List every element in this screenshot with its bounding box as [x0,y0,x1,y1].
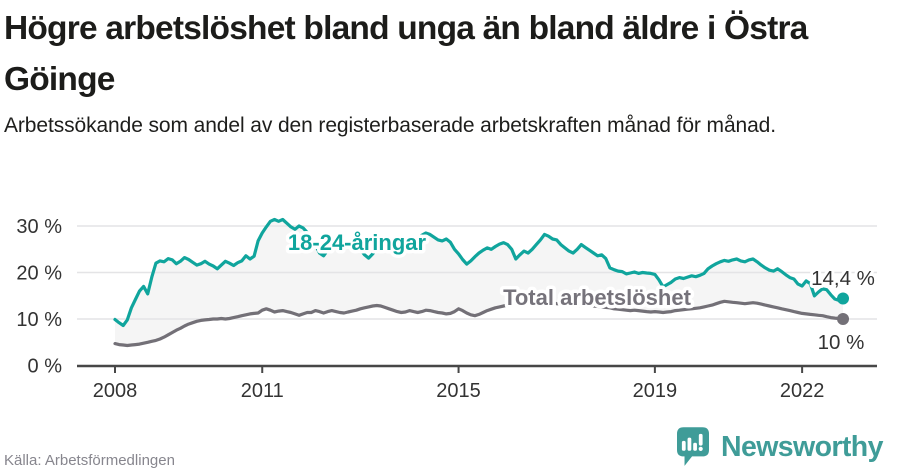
x-tick-label: 2022 [780,380,825,400]
chart-subtitle: Arbetssökande som andel av den registerb… [4,114,776,137]
y-tick-label: 30 % [16,216,62,238]
end-value-label-youth: 14,4 % [811,267,875,290]
between-series-band [115,219,843,346]
series-line-total [113,299,845,348]
series-label-total: Total arbetslöshet [503,285,692,310]
bar-chart-glyph [681,433,703,451]
line-chart: 2008 2011 2015 2019 2022 0 % 10 % 20 % 30 % 18-24… [16,216,878,400]
newsworthy-logo-icon [677,427,709,466]
x-tick-label: 2015 [436,380,481,400]
x-tick-label: 2019 [633,380,678,400]
series-end-dot-youth [837,292,850,305]
y-tick-label: 20 % [16,263,62,285]
series-label-youth: 18-24-åringar [288,230,427,255]
speech-bubble-shape [677,427,709,466]
series-end-dot-total [837,313,850,325]
y-tick-label: 0 % [28,356,63,378]
newsworthy-logo-text: Newsworthy [721,430,883,463]
newsworthy-logo[interactable]: Newsworthy [677,426,883,468]
y-tick-label: 10 % [16,309,62,331]
x-tick-label: 2011 [241,380,284,400]
end-value-label-total: 10 % [818,331,865,354]
x-tick-label: 2008 [93,380,138,400]
source-note: Källa: Arbetsförmedlingen [4,452,175,469]
series-line-youth [113,217,845,328]
chart-title: Högre arbetslöshet bland unga än bland ä… [4,10,808,98]
